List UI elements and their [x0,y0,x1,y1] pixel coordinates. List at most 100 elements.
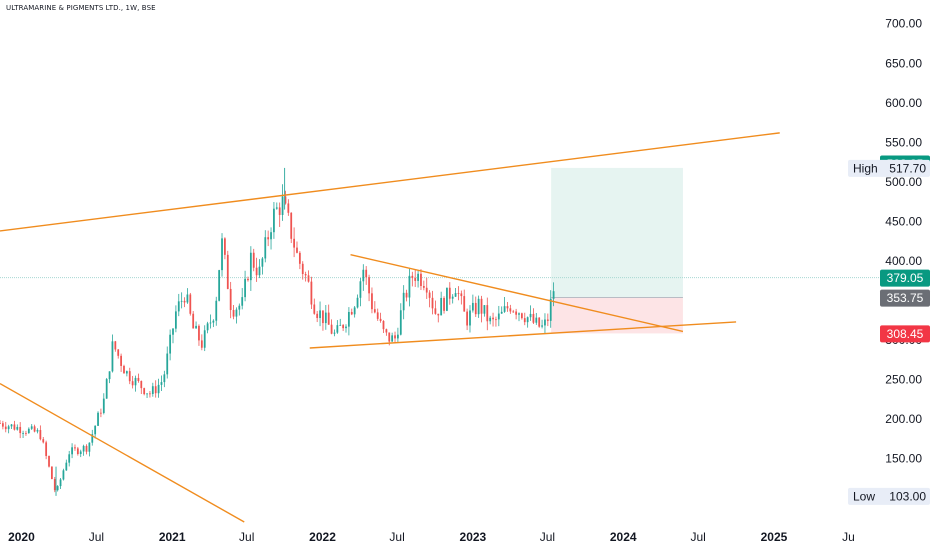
candle-body [19,426,22,434]
hl-label-kind: Low [853,489,875,503]
candle-body [371,293,373,310]
candle-body [258,266,261,276]
candle-body [506,306,509,309]
candle-body [33,426,36,432]
candle-body [85,445,88,452]
price-tag [880,325,930,343]
candle-body [431,297,434,309]
candle-body [102,398,105,413]
candle-body [347,311,350,327]
candle-body [402,292,405,311]
x-tick-label: 2020 [8,530,35,544]
candle-body [209,322,212,324]
candle-body [520,313,523,319]
candle-body [131,381,134,386]
candle-body [388,332,391,342]
candle-body [480,298,483,314]
trendline-descending-resistance[interactable] [350,253,684,333]
candle-body [160,382,163,385]
candle-body [275,207,278,209]
candle-body [304,274,307,276]
candle-body [408,275,411,298]
candle-body [53,479,56,491]
candle-body [36,430,39,432]
target-zone[interactable] [551,167,683,298]
candle-body [270,232,272,240]
candle-body [128,371,131,382]
candle-body [120,355,122,366]
candle-body [353,307,356,315]
x-tick-label: 2024 [610,530,637,544]
candle-body [157,384,160,394]
candle-body [232,310,235,317]
y-tick-label: 600.00 [885,96,922,110]
y-tick-label: 200.00 [885,412,922,426]
candle-body [189,294,192,314]
candle-body [365,269,368,278]
candle-body [417,273,419,281]
candle-body [111,341,114,372]
candle-body [249,252,252,281]
candle-body [474,302,477,315]
candle-body [443,297,445,311]
candle-body [486,305,489,322]
candle-body [471,302,474,311]
trendline-old-downtrend[interactable] [0,382,245,523]
candle-body [241,297,244,306]
trendline-upper-channel[interactable] [0,132,780,232]
candle-body [298,252,301,264]
hl-label-kind: High [853,161,878,175]
candle-body [310,281,313,305]
candle-body [437,313,440,316]
candle-body [10,424,13,427]
candle-body [420,273,422,287]
candle-body [495,319,497,321]
candle-body [30,426,33,429]
candle-body [446,287,448,311]
y-tick-label: 650.00 [885,56,922,70]
candle-body [489,317,492,322]
candle-body [503,306,506,312]
candle-body [273,208,275,233]
candle-body [483,305,486,314]
candle-body [105,379,108,399]
candle-body [100,412,102,414]
candle-body [68,454,71,463]
candle-body [62,470,65,480]
candle-body [492,317,494,320]
candle-body [327,312,330,325]
candle-body [469,310,471,326]
candle-body [307,275,310,282]
candle-body [264,237,267,259]
candle-body [448,287,451,299]
candle-body [82,445,85,452]
candle-body [356,297,359,308]
candle-body [154,386,157,394]
candle-body [59,479,62,487]
candle-body [379,318,382,322]
candle-body [91,434,94,443]
candle-body [544,319,546,326]
trendline-lower-support[interactable] [309,321,737,349]
candle-body [56,486,59,491]
candle-body [13,424,16,430]
candle-body [123,365,125,374]
candle-body [27,428,30,434]
candle-body [440,297,443,316]
candle-body [172,328,174,335]
candle-body [552,291,555,299]
candle-body [397,334,399,339]
x-tick-label: Jul [691,530,706,544]
candle-body [71,447,73,455]
candle-body [235,309,238,317]
candle-body [538,317,541,327]
x-tick-label: 2021 [159,530,186,544]
candle-body [287,203,290,213]
candle-body [515,311,518,315]
y-tick-label: 450.00 [885,214,922,228]
candle-body [549,298,552,321]
candle-body [166,353,169,375]
candle-body [290,212,293,239]
candle-body [512,311,515,313]
